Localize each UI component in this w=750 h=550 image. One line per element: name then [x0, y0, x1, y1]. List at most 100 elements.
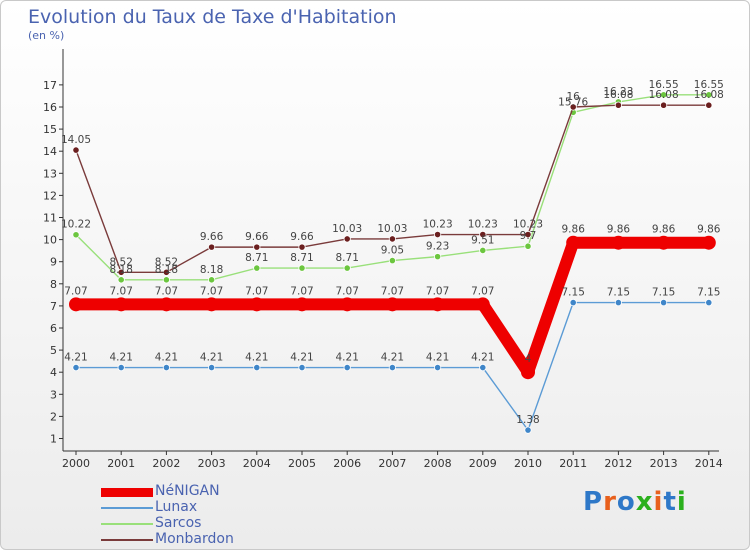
data-point-sarcos [162, 276, 170, 284]
data-label-monbardon: 14.05 [61, 134, 91, 146]
logo-letter: i [653, 487, 664, 517]
data-point-monbardon [162, 268, 170, 276]
y-tick-label: 11 [43, 212, 57, 225]
series-lines [69, 91, 716, 434]
data-label-lunax: 4.21 [336, 352, 359, 364]
data-label-monbardon: 10.23 [513, 219, 543, 231]
data-labels: 7.07 7.07 7.07 7.07 7.07 7.07 7.07 7.07 7.07 7.07… [61, 79, 724, 426]
legend-label: NéNIGAN [155, 483, 220, 499]
data-label-sarcos: 9.23 [426, 241, 449, 253]
data-label-lunax: 4.21 [381, 352, 404, 364]
data-label-lunax: 4.21 [290, 352, 313, 364]
data-point-monbardon [208, 243, 216, 251]
logo-letter: t [663, 487, 677, 517]
data-label-n-nigan: 7.07 [200, 285, 223, 297]
y-tick-label: 7 [50, 300, 57, 313]
data-point-sarcos [72, 231, 80, 239]
y-tick-label: 14 [43, 145, 57, 158]
data-label-n-nigan: 7.07 [155, 285, 178, 297]
data-point-n-nigan [566, 235, 581, 250]
data-label-n-nigan: 7.07 [381, 285, 404, 297]
data-point-n-nigan [340, 297, 355, 312]
chart-title: Evolution du Taux de Taxe d'Habitation [28, 6, 397, 28]
data-label-sarcos: 8.18 [110, 264, 133, 276]
data-point-sarcos [659, 91, 668, 99]
y-tick-label: 9 [50, 256, 57, 269]
x-tick-label: 2014 [695, 457, 723, 470]
data-point-lunax [705, 298, 713, 307]
y-tick-label: 17 [43, 79, 57, 92]
data-label-lunax: 7.15 [562, 287, 585, 299]
data-point-n-nigan [701, 235, 716, 250]
y-tick-label: 1 [50, 433, 57, 446]
data-point-lunax [72, 363, 80, 372]
data-point-n-nigan [385, 297, 400, 312]
data-point-lunax [659, 298, 668, 307]
data-label-monbardon: 9.66 [200, 231, 224, 243]
legend-label: Sarcos [155, 515, 202, 531]
data-point-monbardon [72, 146, 80, 154]
y-tick-label: 10 [43, 234, 57, 247]
data-label-monbardon: 16.08 [694, 89, 724, 101]
legend-swatch [101, 507, 153, 509]
data-label-lunax: 7.15 [697, 287, 720, 299]
data-point-monbardon [659, 101, 668, 109]
data-point-lunax [569, 298, 577, 307]
data-point-lunax [524, 426, 532, 434]
y-tick-label: 6 [50, 322, 57, 335]
data-point-lunax [433, 363, 442, 372]
data-label-n-nigan: 9.86 [697, 224, 721, 236]
data-label-sarcos: 8.18 [200, 264, 223, 276]
x-tick-label: 2007 [378, 457, 406, 470]
data-point-monbardon [298, 243, 306, 251]
data-label-sarcos: 16.55 [649, 79, 679, 91]
data-point-monbardon [569, 103, 577, 111]
data-point-n-nigan [475, 297, 490, 312]
data-label-n-nigan: 9.86 [652, 224, 676, 236]
data-point-sarcos [298, 264, 306, 272]
data-point-lunax [298, 363, 306, 372]
data-label-monbardon: 9.66 [245, 231, 269, 243]
y-tick-label: 15 [43, 123, 57, 136]
data-point-monbardon [524, 230, 532, 239]
y-tick-label: 13 [43, 167, 57, 180]
legend-label: Lunax [155, 499, 198, 515]
y-tick-label: 5 [50, 344, 57, 357]
data-label-lunax: 4.21 [471, 352, 494, 364]
x-tick-label: 2002 [152, 457, 180, 470]
x-tick-label: 2000 [62, 457, 90, 470]
data-label-sarcos: 15.76 [558, 96, 588, 108]
logo-letter: x [635, 487, 654, 517]
logo-letter: P [583, 487, 604, 517]
data-label-sarcos: 10.22 [61, 219, 91, 231]
data-point-sarcos [117, 276, 125, 284]
data-label-sarcos: 8.18 [155, 264, 178, 276]
legend-item-lunax: Lunax [101, 499, 351, 516]
data-label-n-nigan: 7.07 [245, 285, 268, 297]
data-label-lunax: 7.15 [652, 287, 675, 299]
data-label-monbardon: 10.03 [332, 223, 362, 235]
y-tick-label: 4 [50, 366, 57, 379]
y-tick-label: 16 [43, 101, 57, 114]
data-label-lunax: 1.38 [516, 414, 539, 426]
data-label-monbardon: 9.66 [290, 231, 314, 243]
x-tick-label: 2013 [650, 457, 678, 470]
data-point-n-nigan [295, 297, 309, 312]
data-label-monbardon: 10.23 [423, 219, 453, 231]
data-point-n-nigan [430, 297, 445, 312]
data-point-monbardon [479, 230, 487, 239]
data-label-n-nigan: 7.07 [290, 285, 313, 297]
data-label-n-nigan: 9.86 [607, 224, 631, 236]
data-point-sarcos [705, 91, 713, 99]
data-point-sarcos [343, 264, 351, 272]
data-point-sarcos [253, 264, 261, 272]
chart-subtitle: (en %) [28, 29, 65, 42]
data-point-lunax [343, 363, 351, 372]
data-point-lunax [117, 363, 125, 372]
data-point-sarcos [388, 256, 396, 265]
legend-swatch [101, 539, 153, 541]
legend-item-n-nigan: NéNIGAN [101, 483, 351, 500]
data-label-lunax: 4.21 [155, 352, 178, 364]
